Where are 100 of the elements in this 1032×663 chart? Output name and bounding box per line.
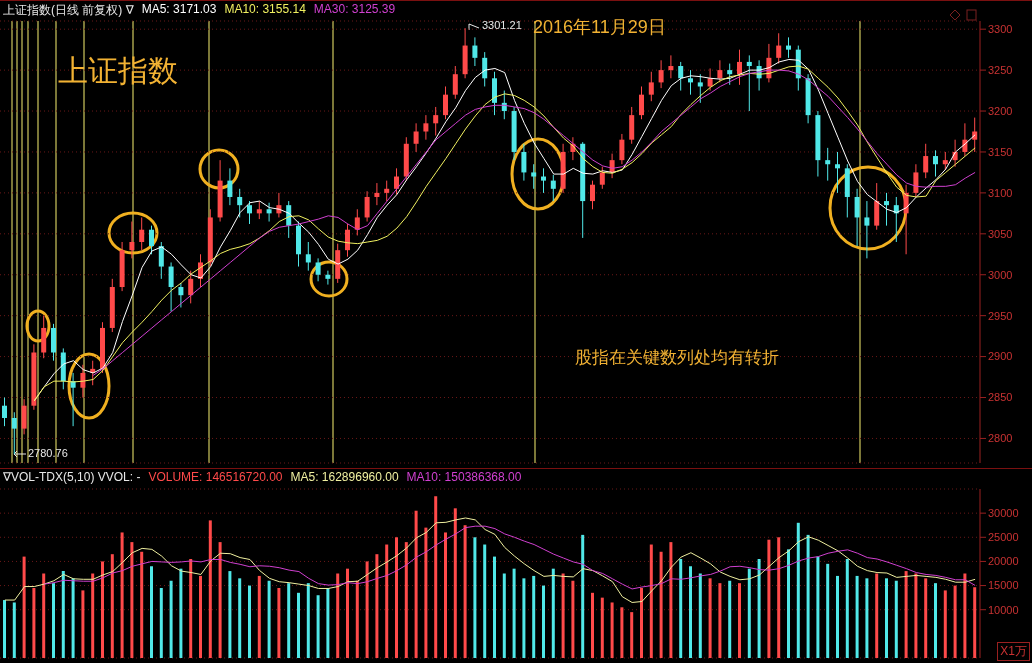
bar	[649, 544, 653, 658]
bar	[777, 537, 781, 658]
bar	[806, 534, 810, 658]
candlestick	[423, 114, 429, 141]
text: MA5: 3171.03	[141, 2, 217, 18]
annotation: 2780.76	[28, 447, 68, 459]
candlestick	[521, 143, 527, 182]
bar	[189, 559, 193, 658]
bar	[551, 568, 555, 658]
bar	[973, 587, 977, 658]
bar	[689, 566, 692, 658]
bar	[738, 583, 741, 658]
line-series	[4, 517, 976, 603]
y-tick-label: 3300	[988, 23, 1013, 36]
bar	[71, 578, 75, 658]
bar	[728, 580, 732, 658]
candlestick	[266, 202, 272, 223]
bar	[855, 575, 859, 658]
candlestick	[443, 85, 448, 120]
y-tick-label: 3050	[988, 227, 1013, 240]
candlestick	[550, 174, 556, 202]
candlestick	[149, 225, 154, 255]
bar	[110, 554, 114, 658]
candlestick	[541, 167, 546, 194]
bar	[904, 571, 908, 658]
y-tick-label: 3150	[988, 145, 1013, 158]
candlestick	[746, 54, 752, 112]
bar	[924, 578, 928, 658]
bar	[150, 566, 153, 658]
bar	[238, 578, 242, 658]
candlestick	[11, 411, 17, 455]
bar	[414, 510, 418, 658]
bar	[287, 583, 291, 658]
bar	[218, 542, 222, 658]
text: VOLUME: 146516720.00	[148, 470, 283, 484]
bar	[248, 585, 251, 658]
bar	[32, 587, 36, 658]
candlestick	[256, 200, 262, 220]
y-tick-label: 2800	[988, 432, 1013, 445]
bar	[826, 563, 830, 658]
chart-title: 上证指数(日线 前复权) ∇	[3, 2, 134, 19]
y-tick-label: 3250	[988, 64, 1013, 77]
bar	[463, 525, 467, 658]
bar	[591, 592, 594, 658]
candlestick	[854, 188, 860, 247]
bar	[894, 580, 898, 658]
bar	[659, 551, 663, 658]
bar	[718, 583, 722, 658]
candlestick	[472, 36, 478, 67]
candlestick	[452, 65, 458, 100]
bar	[473, 537, 477, 658]
candlestick	[413, 122, 419, 153]
candlestick	[354, 208, 360, 236]
bar	[306, 583, 310, 658]
bar	[3, 600, 6, 658]
bar	[297, 592, 300, 658]
candlestick	[835, 151, 840, 194]
bar	[52, 583, 55, 658]
bar	[365, 561, 369, 658]
candlestick	[776, 32, 782, 65]
candlestick	[305, 241, 311, 272]
candlestick	[619, 133, 625, 165]
bar	[159, 587, 163, 658]
y-tick-label: 30000	[988, 507, 1019, 520]
bar	[42, 573, 46, 658]
candlestick	[688, 69, 693, 96]
candlestick	[237, 188, 243, 218]
bar	[845, 559, 849, 658]
bar	[12, 602, 16, 658]
bar	[836, 575, 839, 658]
bar	[708, 578, 712, 658]
bar	[914, 573, 918, 658]
y-tick-label: 10000	[988, 603, 1019, 616]
bar	[620, 607, 624, 658]
bar	[816, 556, 820, 658]
bar	[512, 568, 516, 658]
candlestick	[384, 180, 390, 202]
candlestick	[433, 106, 439, 137]
bar	[453, 508, 457, 658]
bar	[561, 573, 565, 658]
candlestick	[864, 200, 870, 259]
bar	[208, 520, 212, 658]
bar	[257, 575, 261, 658]
candlestick	[227, 167, 233, 206]
bar	[140, 551, 144, 658]
candlestick	[648, 71, 654, 102]
bar	[179, 568, 183, 658]
candlestick	[942, 151, 948, 171]
candlestick	[727, 63, 733, 86]
y-tick-label: 15000	[988, 579, 1019, 592]
bar	[885, 578, 888, 658]
bar	[747, 568, 751, 658]
bar	[757, 559, 761, 658]
bar	[91, 573, 95, 658]
candlestick	[590, 180, 595, 210]
candlestick	[697, 73, 703, 104]
bar	[796, 522, 800, 658]
candlestick	[825, 147, 831, 182]
bar	[493, 556, 496, 658]
bar	[581, 534, 585, 658]
